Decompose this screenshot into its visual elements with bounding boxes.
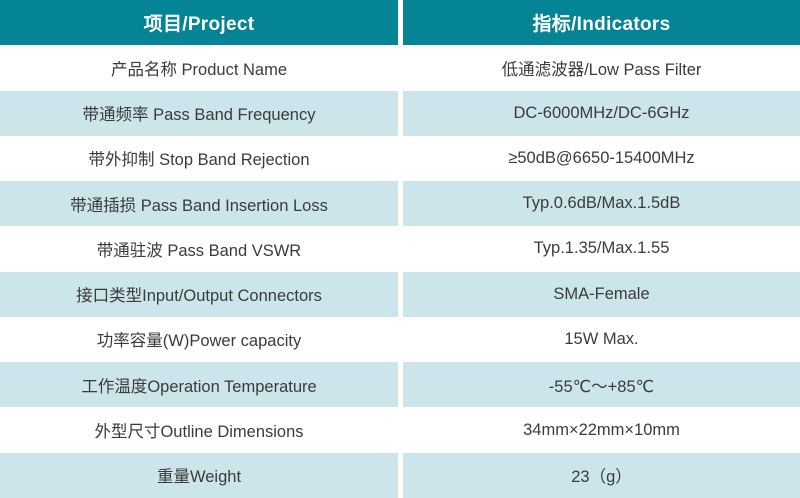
- cell-indicator: Typ.0.6dB/Max.1.5dB: [403, 181, 800, 227]
- table-row: 带通插损 Pass Band Insertion Loss Typ.0.6dB/…: [0, 181, 800, 227]
- column-divider: [398, 271, 403, 317]
- cell-project: 带通频率 Pass Band Frequency: [0, 90, 398, 136]
- column-divider: [398, 90, 403, 136]
- table-row: 重量Weight 23（g）: [0, 452, 800, 498]
- cell-indicator: SMA-Female: [403, 271, 800, 317]
- cell-indicator: 23（g）: [403, 452, 800, 498]
- column-divider: [398, 135, 403, 182]
- cell-indicator: Typ.1.35/Max.1.55: [403, 226, 800, 272]
- table-row: 外型尺寸Outline Dimensions 34mm×22mm×10mm: [0, 407, 800, 453]
- column-divider: [398, 362, 403, 408]
- table-row: 带通频率 Pass Band Frequency DC-6000MHz/DC-6…: [0, 90, 800, 136]
- cell-project: 功率容量(W)Power capacity: [0, 316, 398, 363]
- column-divider: [398, 407, 403, 453]
- table-row: 产品名称 Product Name 低通滤波器/Low Pass Filter: [0, 45, 800, 91]
- column-divider: [398, 452, 403, 498]
- header-cell-indicator: 指标/Indicators: [403, 0, 800, 46]
- header-cell-project: 项目/Project: [0, 0, 398, 46]
- cell-indicator: 低通滤波器/Low Pass Filter: [403, 45, 800, 91]
- cell-project: 重量Weight: [0, 452, 398, 498]
- table-header-row: 项目/Project 指标/Indicators: [0, 0, 800, 46]
- cell-project: 带通驻波 Pass Band VSWR: [0, 226, 398, 272]
- cell-project: 接口类型Input/Output Connectors: [0, 271, 398, 317]
- table-row: 带外抑制 Stop Band Rejection ≥50dB@6650-1540…: [0, 135, 800, 182]
- column-divider: [398, 0, 403, 46]
- cell-indicator: DC-6000MHz/DC-6GHz: [403, 90, 800, 136]
- column-divider: [398, 45, 403, 91]
- cell-indicator: ≥50dB@6650-15400MHz: [403, 135, 800, 182]
- column-divider: [398, 316, 403, 363]
- cell-project: 带通插损 Pass Band Insertion Loss: [0, 181, 398, 227]
- table-row: 带通驻波 Pass Band VSWR Typ.1.35/Max.1.55: [0, 226, 800, 272]
- table-row: 工作温度Operation Temperature -55℃～+85℃: [0, 362, 800, 408]
- table-row: 功率容量(W)Power capacity 15W Max.: [0, 316, 800, 363]
- cell-project: 外型尺寸Outline Dimensions: [0, 407, 398, 453]
- cell-project: 产品名称 Product Name: [0, 45, 398, 91]
- cell-project: 工作温度Operation Temperature: [0, 362, 398, 408]
- column-divider: [398, 181, 403, 227]
- cell-indicator: 34mm×22mm×10mm: [403, 407, 800, 453]
- cell-indicator: -55℃～+85℃: [403, 362, 800, 408]
- cell-indicator: 15W Max.: [403, 316, 800, 363]
- cell-project: 带外抑制 Stop Band Rejection: [0, 135, 398, 182]
- column-divider: [398, 226, 403, 272]
- table-row: 接口类型Input/Output Connectors SMA-Female: [0, 271, 800, 317]
